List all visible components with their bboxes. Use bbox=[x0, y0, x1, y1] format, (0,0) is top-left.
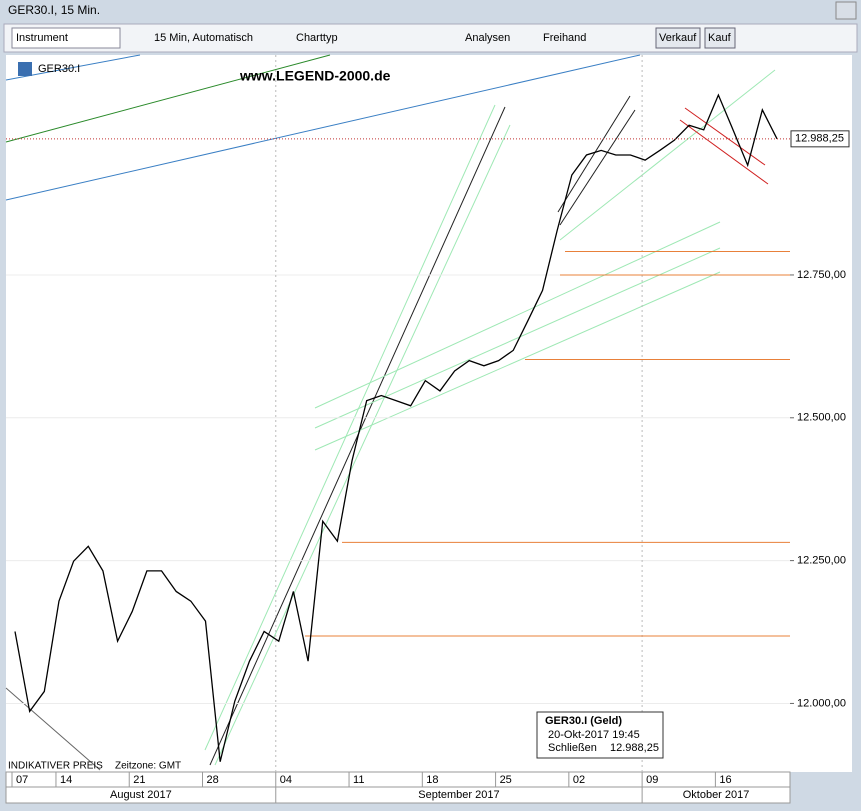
footer-timezone: Zeitzone: GMT bbox=[115, 761, 181, 772]
instrument-label: GER30.I bbox=[38, 63, 80, 75]
analysen-dropdown[interactable]: Analysen bbox=[465, 32, 510, 44]
x-tick-label: 18 bbox=[426, 774, 438, 786]
tooltip-date: 20-Okt-2017 19:45 bbox=[548, 729, 640, 741]
watermark: www.LEGEND-2000.de bbox=[239, 68, 391, 84]
verkauf-button[interactable] bbox=[655, 27, 701, 49]
y-axis-area bbox=[790, 55, 852, 772]
kauf-label: Kauf bbox=[708, 32, 732, 44]
x-tick-label: 16 bbox=[719, 774, 731, 786]
x-tick-label: 07 bbox=[16, 774, 28, 786]
x-tick-label: 02 bbox=[573, 774, 585, 786]
interval-dropdown[interactable]: 15 Min, Automatisch bbox=[154, 32, 253, 44]
price-label-box bbox=[790, 130, 850, 148]
y-tick-label: 12.750,00 bbox=[797, 269, 846, 281]
month-label: August 2017 bbox=[110, 789, 172, 801]
month-label: Oktober 2017 bbox=[683, 789, 750, 801]
freihand-dropdown[interactable]: Freihand bbox=[543, 32, 586, 44]
y-tick-label: 12.250,00 bbox=[797, 555, 846, 567]
x-tick-label: 04 bbox=[280, 774, 292, 786]
price-line bbox=[14, 93, 778, 762]
x-tick-label: 14 bbox=[60, 774, 72, 786]
tooltip: GER30.I (Geld) 20-Okt-2017 19:45 Schließ… bbox=[536, 711, 664, 759]
instrument-tag[interactable]: GER30.I bbox=[18, 62, 80, 76]
y-tick-label: 12.000,00 bbox=[797, 697, 846, 709]
instrument-input[interactable] bbox=[11, 27, 121, 49]
trend-lines bbox=[5, 54, 776, 771]
price-label: 12.988,25 bbox=[795, 133, 844, 145]
footer-note: INDIKATIVER PREIS bbox=[8, 761, 103, 772]
x-tick-label: 25 bbox=[500, 774, 512, 786]
month-label: September 2017 bbox=[418, 789, 499, 801]
window-title: GER30.I, 15 Min. bbox=[8, 3, 100, 17]
x-tick-label: 21 bbox=[133, 774, 145, 786]
tooltip-field: Schließen bbox=[548, 742, 597, 754]
close-button[interactable] bbox=[835, 1, 857, 20]
charttype-dropdown[interactable]: Charttyp bbox=[296, 32, 338, 44]
x-tick-label: 09 bbox=[646, 774, 658, 786]
instrument-placeholder: Instrument bbox=[16, 32, 68, 44]
x-tick-label: 11 bbox=[353, 774, 364, 786]
kauf-button[interactable] bbox=[704, 27, 736, 49]
verkauf-label: Verkauf bbox=[659, 32, 697, 44]
y-tick-label: 12.500,00 bbox=[797, 412, 846, 424]
tooltip-title: GER30.I (Geld) bbox=[545, 715, 622, 727]
x-tick-label: 28 bbox=[207, 774, 219, 786]
tooltip-value: 12.988,25 bbox=[610, 742, 659, 754]
